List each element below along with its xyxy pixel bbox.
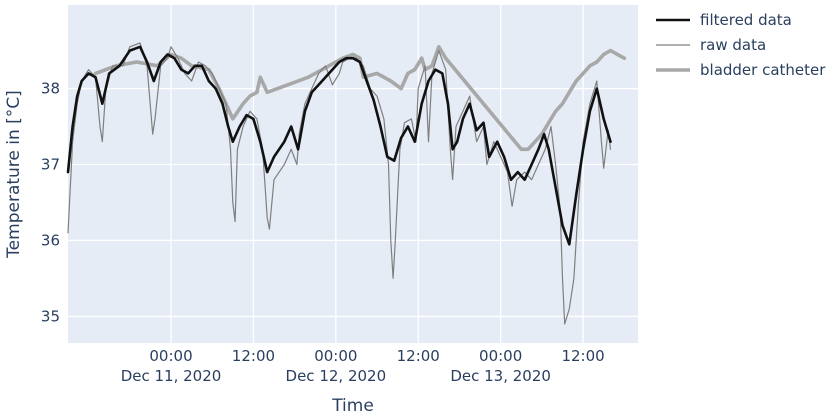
legend-label: bladder catheter xyxy=(700,61,826,79)
x-tick-date: Dec 11, 2020 xyxy=(121,367,222,385)
x-axis-ticks: 00:00 Dec 11, 2020 12:00 00:00 Dec 12, 2020 1… xyxy=(121,347,605,385)
y-tick-label: 35 xyxy=(41,307,60,325)
x-tick-time: 12:00 xyxy=(561,347,604,365)
x-tick-time: 00:00 xyxy=(314,347,357,365)
x-tick-time: 00:00 xyxy=(149,347,192,365)
y-tick-label: 38 xyxy=(41,80,60,98)
series-line-raw-data xyxy=(67,42,612,325)
series-layer xyxy=(66,42,627,325)
y-axis-ticks: 35 36 37 38 xyxy=(41,80,60,326)
x-tick-date: Dec 12, 2020 xyxy=(286,367,387,385)
series-line-filtered-data xyxy=(66,45,612,246)
y-tick-label: 37 xyxy=(41,156,60,174)
legend-label: raw data xyxy=(700,36,766,54)
x-tick-time: 12:00 xyxy=(232,347,275,365)
x-tick-time: 00:00 xyxy=(479,347,522,365)
legend: filtered data raw data bladder catheter xyxy=(656,11,826,79)
legend-label: filtered data xyxy=(700,11,792,29)
y-tick-label: 36 xyxy=(41,231,60,249)
x-tick-time: 12:00 xyxy=(397,347,440,365)
y-axis-title: Temperature in [°C] xyxy=(4,90,24,259)
x-axis-title: Time xyxy=(331,396,374,416)
x-tick-date: Dec 13, 2020 xyxy=(450,367,551,385)
